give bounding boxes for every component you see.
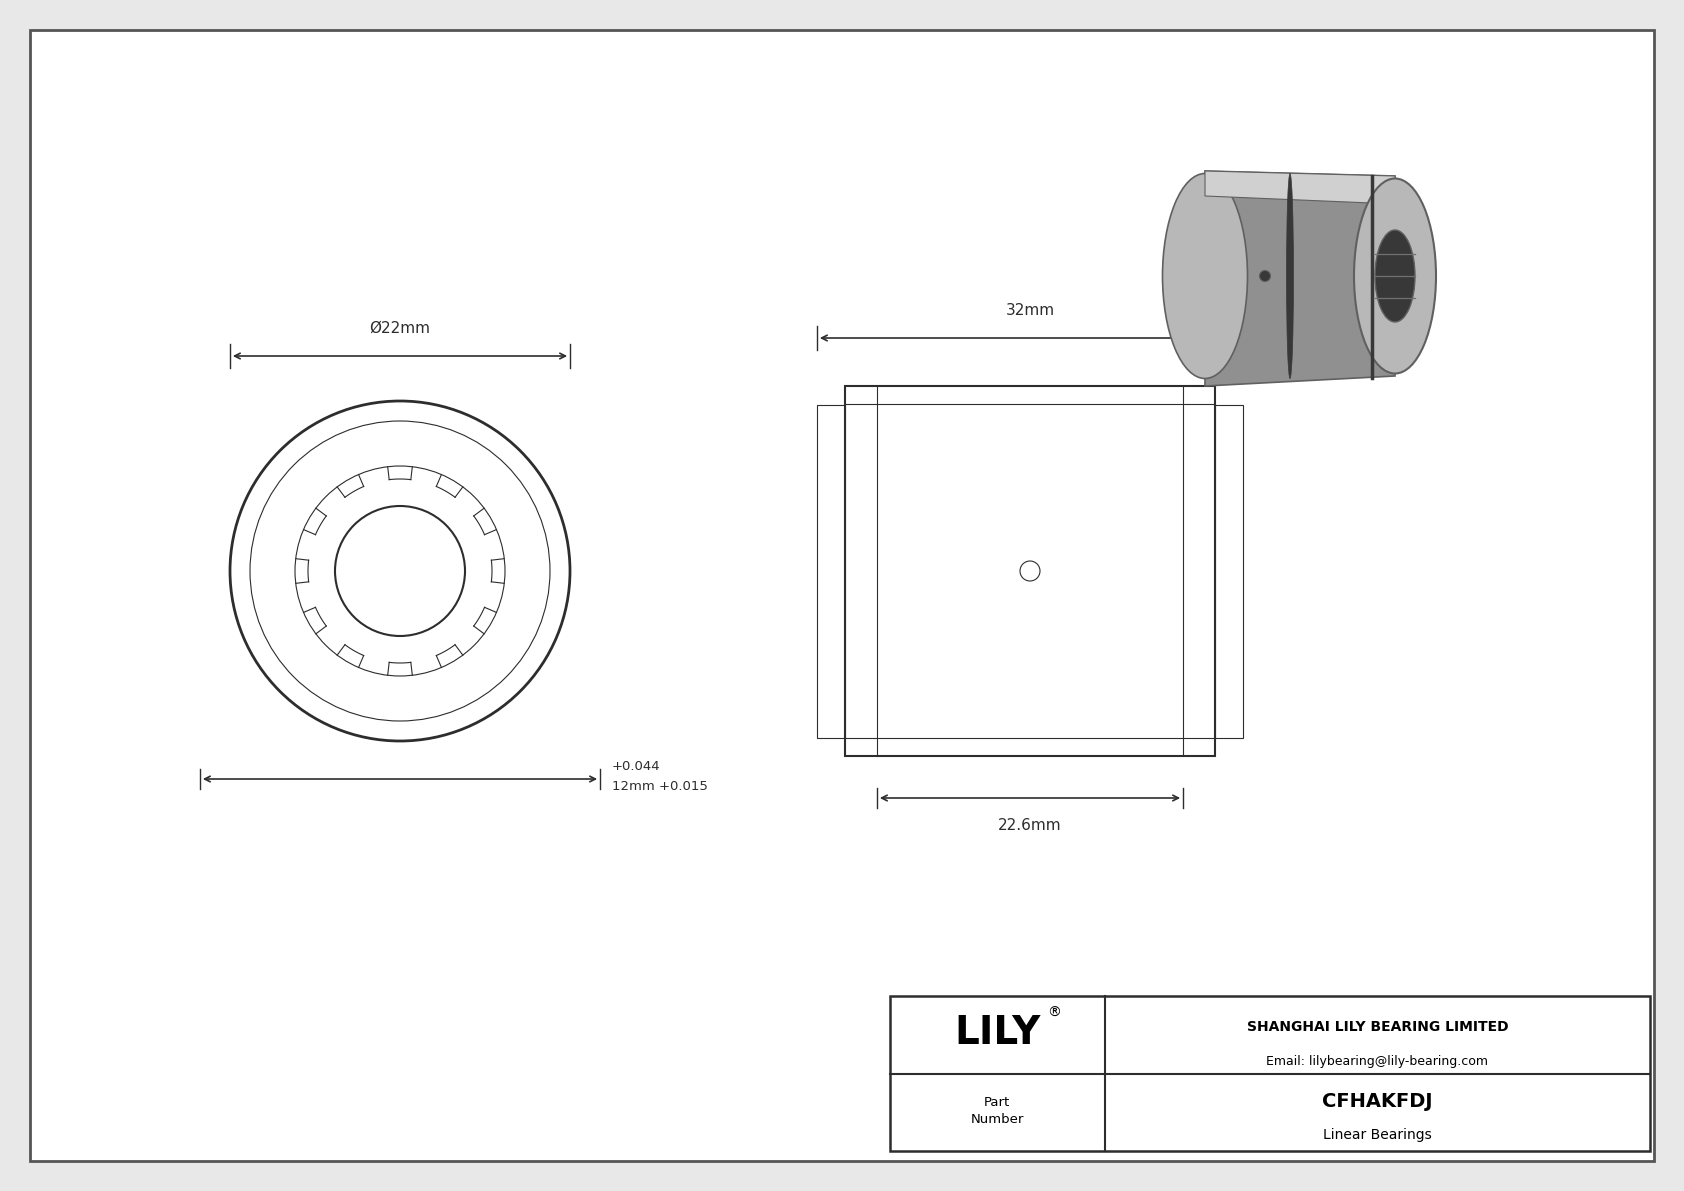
Ellipse shape bbox=[1376, 230, 1415, 322]
Ellipse shape bbox=[1287, 174, 1293, 379]
Circle shape bbox=[1260, 270, 1270, 281]
Text: 32mm: 32mm bbox=[1005, 303, 1054, 318]
Text: LILY: LILY bbox=[953, 1015, 1041, 1052]
Text: ®: ® bbox=[1047, 1006, 1061, 1021]
Text: CFHAKFDJ: CFHAKFDJ bbox=[1322, 1092, 1433, 1111]
Text: +0.044: +0.044 bbox=[611, 761, 660, 773]
Text: Part
Number: Part Number bbox=[970, 1096, 1024, 1125]
Text: Ø22mm: Ø22mm bbox=[369, 322, 431, 336]
Text: Linear Bearings: Linear Bearings bbox=[1324, 1129, 1431, 1142]
Bar bbox=[817, 405, 845, 737]
Text: SHANGHAI LILY BEARING LIMITED: SHANGHAI LILY BEARING LIMITED bbox=[1246, 1019, 1509, 1034]
Text: 12mm +0.015: 12mm +0.015 bbox=[611, 780, 707, 793]
Bar bbox=[891, 996, 1650, 1151]
Text: 22.6mm: 22.6mm bbox=[999, 818, 1063, 833]
Text: Email: lilybearing@lily-bearing.com: Email: lilybearing@lily-bearing.com bbox=[1266, 1054, 1489, 1067]
Polygon shape bbox=[1206, 172, 1394, 204]
Polygon shape bbox=[1206, 172, 1394, 386]
Ellipse shape bbox=[1162, 174, 1248, 379]
Bar bbox=[845, 386, 1214, 756]
Ellipse shape bbox=[1354, 179, 1436, 374]
Bar bbox=[1214, 405, 1243, 737]
